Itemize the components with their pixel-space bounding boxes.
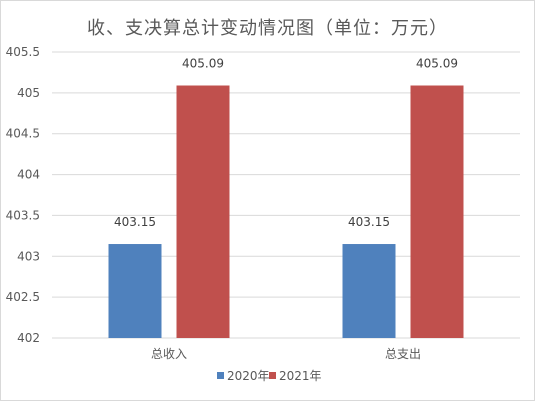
- y-tick-label: 404: [17, 168, 40, 182]
- y-tick-label: 402.5: [6, 290, 40, 304]
- data-label: 403.15: [348, 215, 390, 229]
- legend-swatch: [217, 372, 224, 379]
- bars: [108, 85, 464, 338]
- bar: [342, 244, 396, 338]
- x-axis-categories: 总收入 总支出: [151, 347, 421, 361]
- data-label: 405.09: [182, 57, 224, 71]
- data-label: 405.09: [416, 57, 458, 71]
- legend-swatch: [269, 372, 276, 379]
- y-axis-ticks: 402 402.5 403 403.5 404 404.5 405 405.5: [6, 45, 40, 345]
- bar: [410, 85, 464, 338]
- x-category-label: 总收入: [151, 347, 187, 361]
- bar: [108, 244, 162, 338]
- y-tick-label: 404.5: [6, 127, 40, 141]
- y-tick-label: 402: [17, 331, 40, 345]
- y-tick-label: 403.5: [6, 208, 40, 222]
- bar: [176, 85, 230, 338]
- chart-title: 收、支决算总计变动情况图（单位：万元）: [87, 18, 448, 39]
- legend-label: 2020年: [227, 369, 270, 383]
- y-tick-label: 403: [17, 249, 40, 263]
- legend: 2020年 2021年: [217, 369, 322, 383]
- y-tick-label: 405: [17, 86, 40, 100]
- data-labels: 403.15 405.09 403.15 405.09: [114, 57, 458, 230]
- y-tick-label: 405.5: [6, 45, 40, 59]
- legend-label: 2021年: [279, 369, 322, 383]
- data-label: 403.15: [114, 215, 156, 229]
- x-category-label: 总支出: [385, 347, 421, 361]
